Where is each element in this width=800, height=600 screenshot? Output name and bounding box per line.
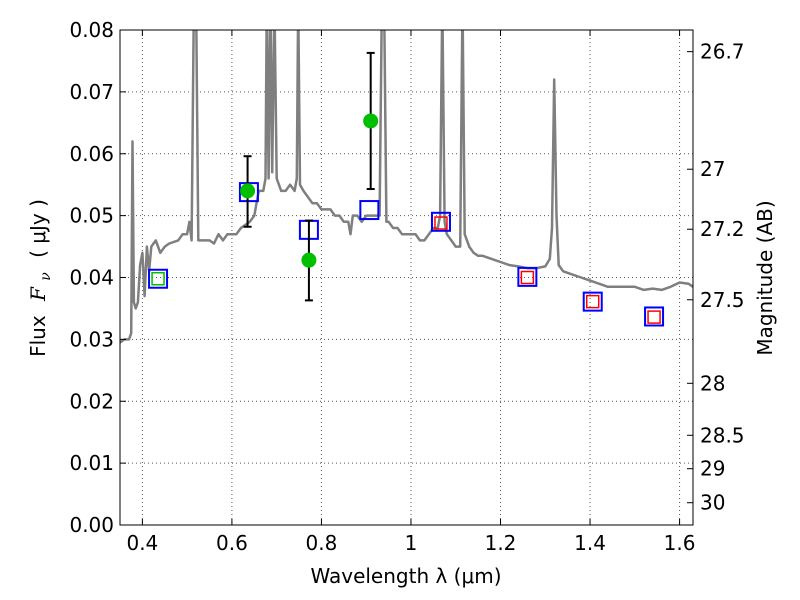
y-axis-label-group: Flux F ν ( μJy ) <box>26 199 55 357</box>
y2-axis-label: Magnitude (AB) <box>753 200 777 355</box>
y2-tick-label: 28.5 <box>700 423 745 447</box>
model-square-red <box>520 270 535 285</box>
y-tick-label: 0.00 <box>69 513 114 537</box>
x-axis-label: Wavelength λ (μm) <box>310 564 501 588</box>
model-square-red <box>647 310 661 324</box>
observed-point <box>301 252 317 268</box>
model-square-blue <box>238 182 259 203</box>
observed-point <box>363 113 379 129</box>
y-tick-label: 0.07 <box>69 80 114 104</box>
x-tick-label: 1.6 <box>664 531 696 555</box>
x-tick-label: 1 <box>405 531 418 555</box>
y-tick-label: 0.02 <box>69 389 114 413</box>
y2-tick-label: 28 <box>700 371 725 395</box>
y-tick-label: 0.08 <box>69 18 114 42</box>
x-tick-label: 0.4 <box>126 531 158 555</box>
observed-point <box>240 183 256 199</box>
model-square-blue <box>430 211 451 232</box>
marker-layer <box>148 51 665 327</box>
model-square-blue <box>582 291 603 312</box>
grid-lines <box>120 29 693 526</box>
y-tick-label: 0.03 <box>69 327 114 351</box>
x-tick-label: 1.4 <box>574 531 606 555</box>
tick-layer: 0.4 0.6 0.8 1 1.2 1.4 1.6 0.00 0.01 0.02 0.03 0.04 0… <box>69 18 744 555</box>
y-tick-label: 0.06 <box>69 142 114 166</box>
y-tick-label: 0.05 <box>69 204 114 228</box>
model-square-red <box>585 294 600 309</box>
model-square-green <box>151 271 165 286</box>
y-axis-label-symbol: F <box>26 286 50 302</box>
y2-tick-label: 27 <box>700 157 725 181</box>
spectrum-line <box>120 30 693 344</box>
model-square-red <box>434 216 448 230</box>
y-axis-label-unit: ( μJy ) <box>26 199 50 258</box>
x-tick-label: 1.2 <box>485 531 517 555</box>
y2-tick-label: 30 <box>700 491 725 515</box>
y2-tick-label: 27.5 <box>700 288 745 312</box>
model-square-blue <box>644 306 665 327</box>
y-tick-label: 0.01 <box>69 451 114 475</box>
y-tick-label: 0.04 <box>69 266 114 290</box>
y-axis-label-subscript: ν <box>38 272 54 281</box>
y2-tick-label: 29 <box>700 457 725 481</box>
y-axis-label-text: Flux <box>26 315 50 357</box>
model-square-blue <box>148 268 169 289</box>
x-tick-label: 0.8 <box>306 531 338 555</box>
spectrum-layer <box>120 30 693 344</box>
y-axis-label: Flux F ν ( μJy ) <box>26 199 55 357</box>
y2-tick-label: 26.7 <box>700 40 745 64</box>
model-square-blue <box>517 266 538 287</box>
x-tick-label: 0.6 <box>216 531 248 555</box>
y2-tick-label: 27.2 <box>700 217 745 241</box>
model-square-blue <box>359 200 380 221</box>
